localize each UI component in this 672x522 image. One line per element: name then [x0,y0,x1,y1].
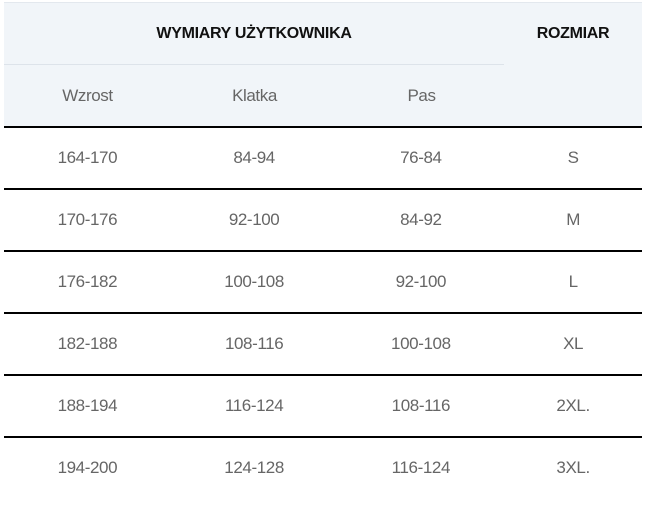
chest-cell: 124-128 [224,458,284,477]
waist-cell: 116-124 [391,458,451,477]
height-cell: 164-170 [57,148,118,167]
table-row: 194-200 124-128 116-124 3XL. [4,438,642,498]
chest-cell: 116-124 [224,396,284,415]
size-header: ROZMIAR [536,24,610,42]
chest-cell: 84-94 [233,148,275,167]
table-row: 170-176 92-100 84-92 M [4,190,642,252]
chest-cell: 100-108 [224,272,284,291]
size-cell: L [568,272,578,291]
size-cell: 3XL. [556,458,590,477]
table-header: WYMIARY UŻYTKOWNIKA ROZMIAR Wzrost Klatk… [4,2,642,128]
column-header-chest: Klatka [232,85,277,105]
size-cell: 2XL. [556,396,590,415]
waist-cell: 76-84 [400,148,442,167]
column-header-waist: Pas [407,85,436,105]
height-cell: 182-188 [57,334,118,353]
waist-cell: 100-108 [391,334,451,353]
table-body: 164-170 84-94 76-84 S 170-176 92-100 84-92 M 176… [4,128,642,498]
height-cell: 188-194 [57,396,118,415]
chest-cell: 108-116 [224,334,284,353]
table-row: 182-188 108-116 100-108 XL [4,314,642,376]
user-measurements-header: WYMIARY UŻYTKOWNIKA [4,3,504,65]
height-cell: 170-176 [57,210,118,229]
waist-cell: 108-116 [391,396,451,415]
waist-cell: 84-92 [400,210,442,229]
table-row: 164-170 84-94 76-84 S [4,128,642,190]
table-row: 188-194 116-124 108-116 2XL. [4,376,642,438]
size-cell: XL [563,334,584,353]
waist-cell: 92-100 [395,272,447,291]
height-cell: 176-182 [57,272,118,291]
table-row: 176-182 100-108 92-100 L [4,252,642,314]
size-table: WYMIARY UŻYTKOWNIKA ROZMIAR Wzrost Klatk… [4,2,642,498]
chest-cell: 92-100 [228,210,280,229]
height-cell: 194-200 [57,458,118,477]
column-header-height: Wzrost [62,85,113,105]
size-cell: S [567,148,579,167]
size-cell: M [566,210,580,229]
